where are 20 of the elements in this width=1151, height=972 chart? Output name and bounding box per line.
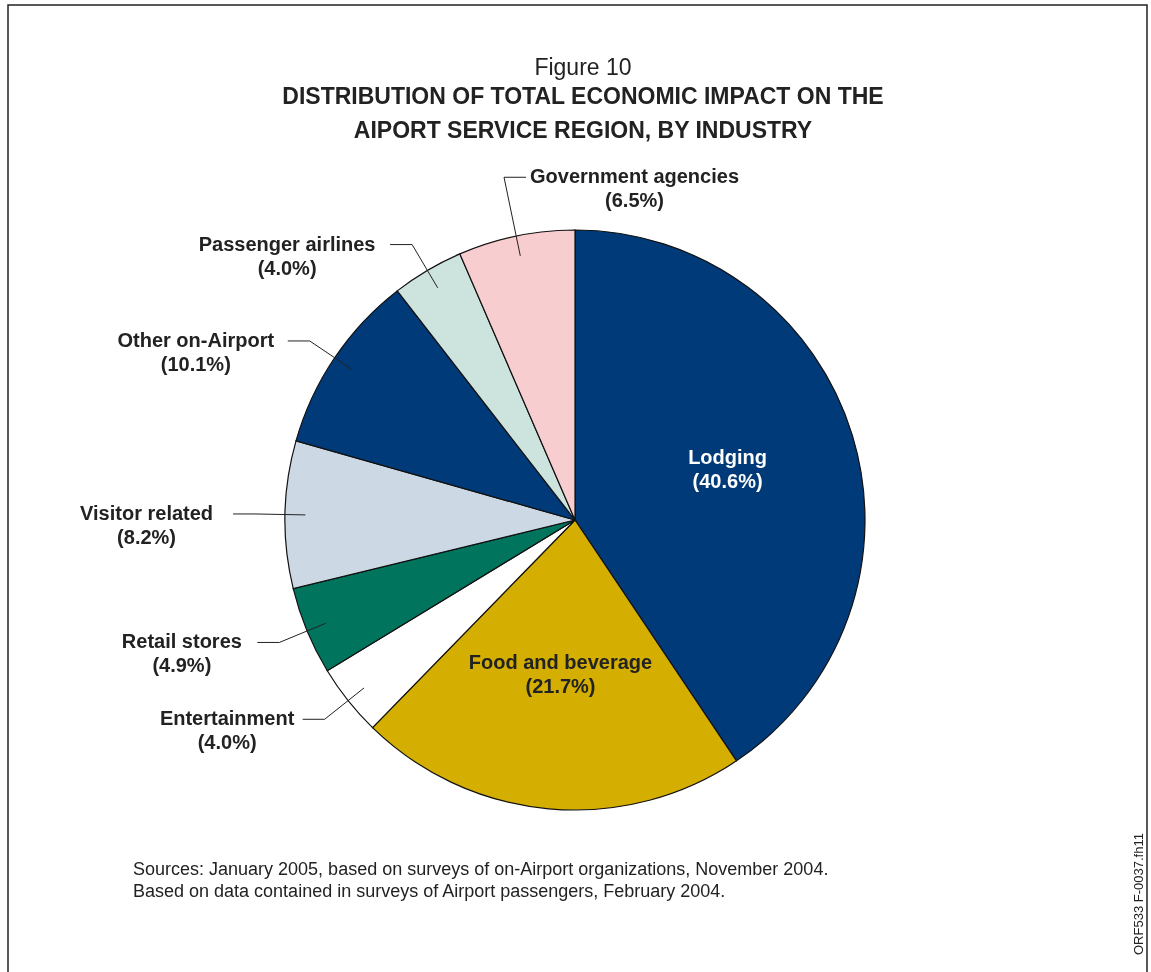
chart-subtitle: DISTRIBUTION OF TOTAL ECONOMIC IMPACT ON THE AIPORT SERVICE REGION, BY INDUSTRY	[282, 83, 884, 143]
data-label: (6.5%)	[605, 189, 664, 212]
data-label: (40.6%)	[692, 469, 763, 492]
chart-title: Figure 10	[534, 54, 632, 80]
slice-label: Entertainment	[159, 707, 295, 730]
data-label: (8.2%)	[117, 525, 177, 548]
data-label: (4.0%)	[197, 731, 257, 754]
slice-label: Food and beverage	[468, 650, 653, 673]
source-note: Sources: January 2005, based on surveys of on-Airport organizations, November 2004. Based on data contained in surveys of Airport passengers, February 2004.	[133, 859, 829, 901]
slice-label: Passenger airlines	[198, 232, 376, 255]
data-label: (4.9%)	[152, 654, 212, 677]
text: ORF533 F-0037.fh11	[1131, 833, 1146, 955]
slice-label: Retail stores	[121, 630, 242, 653]
data-label: (10.1%)	[160, 352, 231, 375]
data-label: (21.7%)	[525, 674, 596, 697]
slice-label: Other on-Airport	[117, 328, 275, 351]
slice-label: Visitor related	[80, 501, 214, 524]
slice-label: Lodging	[688, 445, 768, 468]
data-label: (4.0%)	[257, 256, 317, 279]
slice-label: Government agencies	[530, 165, 740, 188]
